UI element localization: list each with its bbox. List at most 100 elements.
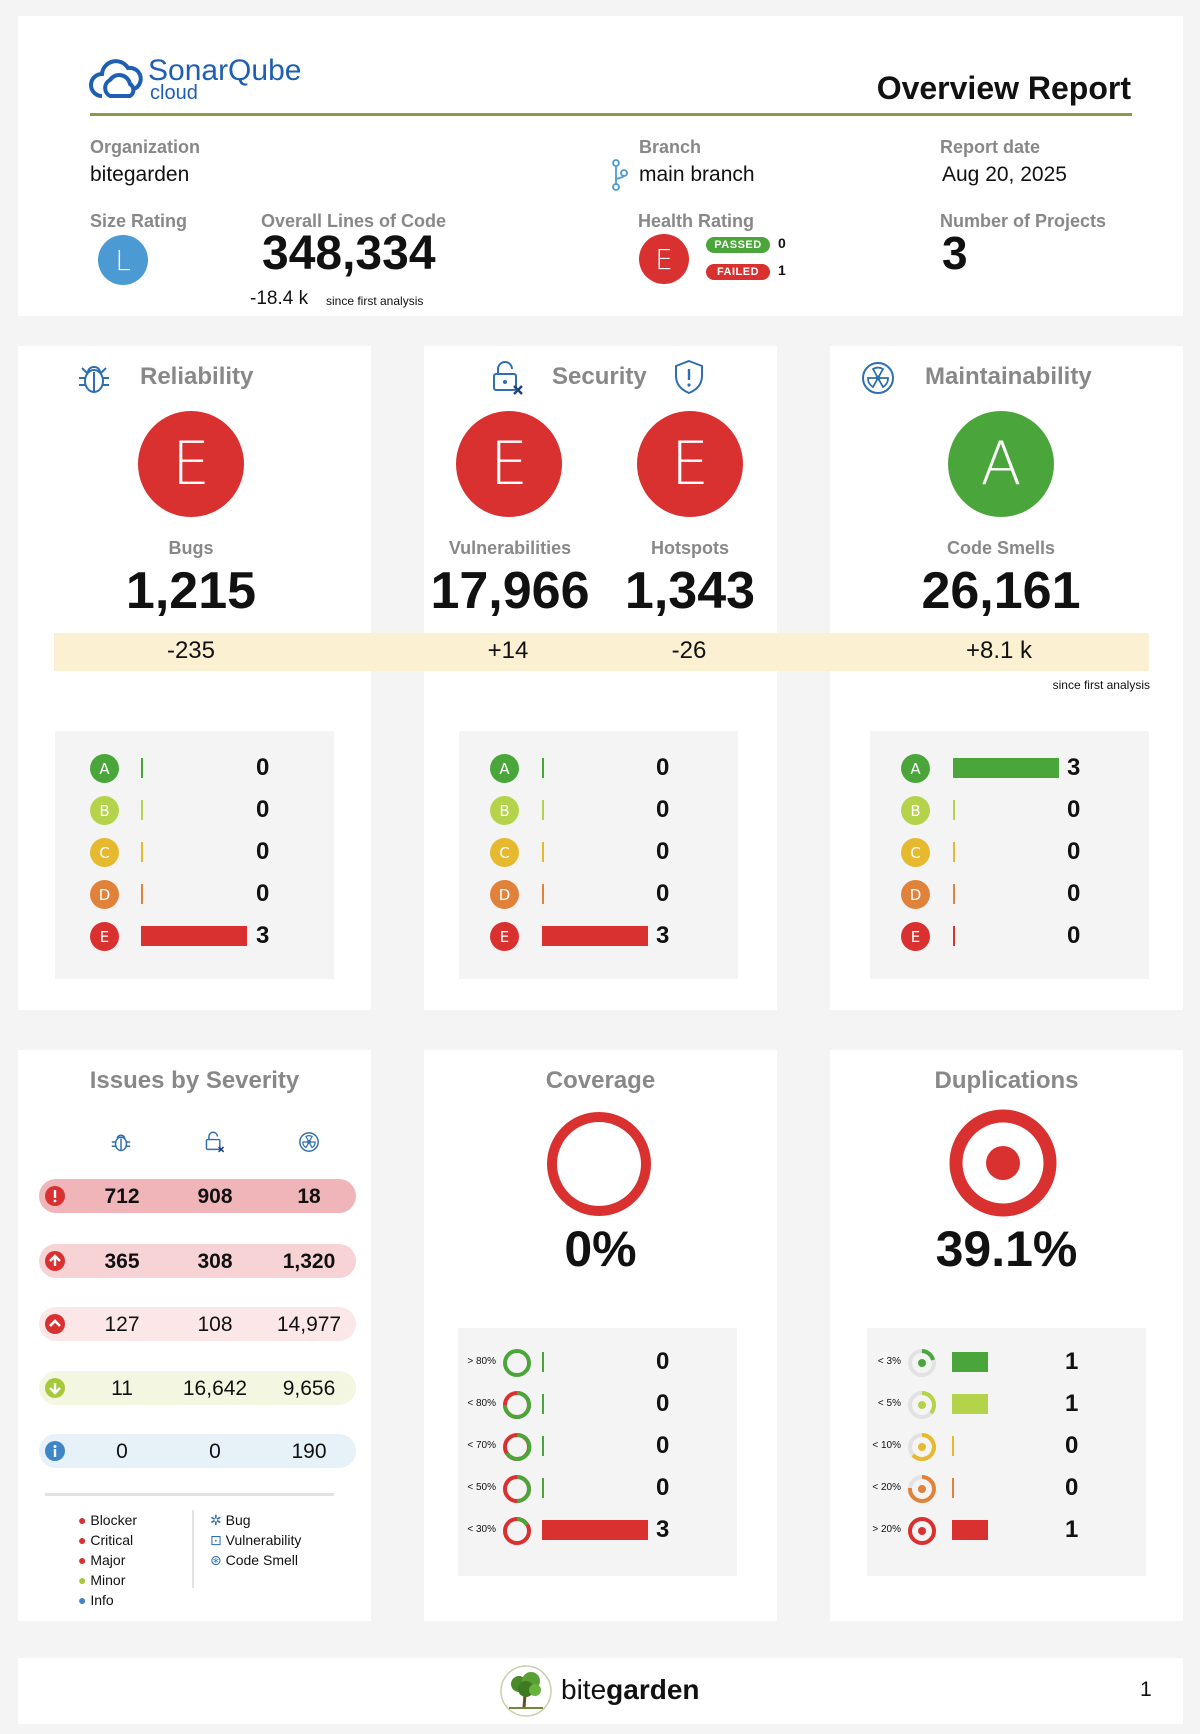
dist-row-a: A 3: [870, 754, 1149, 783]
blocker-code-smells: 18: [297, 1185, 321, 1208]
legend-blocker: ● Blocker: [78, 1510, 137, 1530]
loc-label: Overall Lines of Code: [261, 211, 447, 231]
duplications-donut: [949, 1109, 1057, 1217]
dist-count: 1: [1065, 1390, 1079, 1417]
tree-logo: [500, 1665, 552, 1717]
major-vulnerabilities: 108: [197, 1313, 233, 1336]
grade-b-icon: B: [490, 796, 519, 825]
report-title: Overview Report: [876, 70, 1131, 106]
code-smells-delta: +8.1 k: [965, 637, 1033, 664]
grade-b-icon: B: [901, 796, 930, 825]
duplications-value: 39.1%: [935, 1221, 1078, 1277]
dist-count: 1: [1065, 1348, 1079, 1375]
dist-bar: [141, 842, 143, 862]
dist-bar: [141, 884, 143, 904]
dist-row-a: A 0: [55, 754, 334, 783]
minor-vulnerabilities: 16,642: [182, 1377, 248, 1400]
maintainability-distribution: A 3 B 0 C 0 D 0 E 0: [870, 731, 1149, 979]
size-rating-badge: L: [98, 235, 148, 285]
loc-delta: -18.4 k: [250, 288, 309, 309]
footer: bitegarden 1: [18, 1658, 1183, 1724]
grade-d-icon: D: [90, 880, 119, 909]
report-date-label: Report date: [940, 137, 1041, 157]
vulnerability-rating: E: [490, 429, 528, 499]
dist-bar: [141, 926, 247, 946]
dist-row-e: E 3: [55, 922, 334, 951]
radiation-icon: [862, 362, 894, 394]
delta-band: -235 +14 -26 +8.1 k: [54, 633, 1149, 671]
radiation-icon: [299, 1132, 319, 1152]
info-icon: ●: [78, 1592, 87, 1608]
mini-donut-icon: [503, 1475, 531, 1503]
cov-row: < 30% 3: [458, 1516, 737, 1545]
sonarqube-cloud-logo: [89, 59, 143, 98]
severity-row-info: 0 0 190: [39, 1434, 356, 1468]
legend-label: Major: [90, 1552, 126, 1568]
coverage-card: Coverage 0% > 80% 0 < 80% 0 < 70% 0 < 50…: [424, 1050, 777, 1621]
grade-a-icon: A: [90, 754, 119, 783]
blocker-bugs: 712: [104, 1185, 140, 1208]
maintainability-card: Maintainability A Code Smells 26,161 sin…: [830, 346, 1183, 1010]
dist-bar: [542, 884, 544, 904]
minor-bugs: 11: [111, 1377, 133, 1400]
failed-count: 1: [778, 262, 786, 278]
hotspots-value: 1,343: [624, 562, 756, 620]
dist-bar: [542, 800, 544, 820]
dup-label: < 10%: [872, 1440, 901, 1451]
security-title: Security: [552, 363, 647, 390]
dist-bar: [952, 1436, 954, 1456]
hotspot-rating: E: [671, 429, 709, 499]
dist-bar: [542, 758, 544, 778]
grade-b-icon: B: [90, 796, 119, 825]
info-vulnerabilities: 0: [209, 1440, 221, 1463]
dist-row-c: C 0: [55, 838, 334, 867]
hotspots-delta: -26: [671, 637, 707, 664]
failed-badge: FAILED: [706, 264, 770, 280]
severity-title: Issues by Severity: [89, 1067, 300, 1094]
hotspots-label: Hotspots: [651, 538, 729, 558]
legend-info: ● Info: [78, 1590, 137, 1610]
projects-label: Number of Projects: [940, 211, 1107, 231]
code-smells-value: 26,161: [921, 562, 1081, 620]
reliability-rating-badge: E: [138, 411, 244, 517]
severity-row-critical: 365 308 1,320: [39, 1244, 356, 1278]
dist-row-d: D 0: [459, 880, 738, 909]
projects-value: 3: [942, 227, 968, 279]
severity-row-minor: 11 16,642 9,656: [39, 1371, 356, 1405]
loc-since-label: since first analysis: [326, 294, 424, 308]
legend-vulnerability: ⊡ Vulnerability: [210, 1530, 301, 1550]
dist-bar: [141, 800, 143, 820]
cov-label: < 70%: [467, 1440, 496, 1451]
page-number: 1: [1140, 1678, 1152, 1701]
dup-row: < 20% 0: [867, 1474, 1146, 1503]
branch-value: main branch: [639, 163, 755, 186]
dist-count: 0: [1065, 1474, 1079, 1501]
dist-count: 0: [1067, 922, 1081, 949]
header-card: SonarQube cloud Overview Report Organiza…: [18, 16, 1183, 316]
mini-donut-icon: [908, 1390, 937, 1419]
dist-count: 0: [256, 796, 270, 823]
duplications-title: Duplications: [934, 1067, 1079, 1094]
minor-icon: ●: [78, 1572, 87, 1588]
organization-value: bitegarden: [90, 163, 190, 186]
size-rating-value: L: [115, 243, 131, 277]
dup-row: < 3% 1: [867, 1348, 1146, 1377]
dist-row-d: D 0: [55, 880, 334, 909]
logo-sub: cloud: [150, 82, 198, 104]
critical-vulnerabilities: 308: [197, 1250, 233, 1273]
severity-legend: ● Blocker ● Critical ● Major ● Minor ● I…: [78, 1510, 137, 1610]
organization-label: Organization: [90, 137, 201, 157]
reliability-card: Reliability E Bugs 1,215 A 0 B 0 C 0 D 0…: [18, 346, 371, 1010]
dist-bar: [141, 758, 143, 778]
dist-row-c: C 0: [459, 838, 738, 867]
cov-row: < 50% 0: [458, 1474, 737, 1503]
grade-d-icon: D: [901, 880, 930, 909]
cov-row: < 70% 0: [458, 1432, 737, 1461]
vulnerabilities-delta: +14: [487, 637, 529, 664]
security-distribution: A 0 B 0 C 0 D 0 E 3: [459, 731, 738, 979]
legend-separator: [192, 1510, 194, 1588]
unlocked-padlock-icon: ⊡: [210, 1532, 222, 1548]
legend-code-smell: ⊛ Code Smell: [210, 1550, 301, 1570]
dist-count: 0: [656, 838, 670, 865]
passed-count: 0: [778, 235, 786, 251]
